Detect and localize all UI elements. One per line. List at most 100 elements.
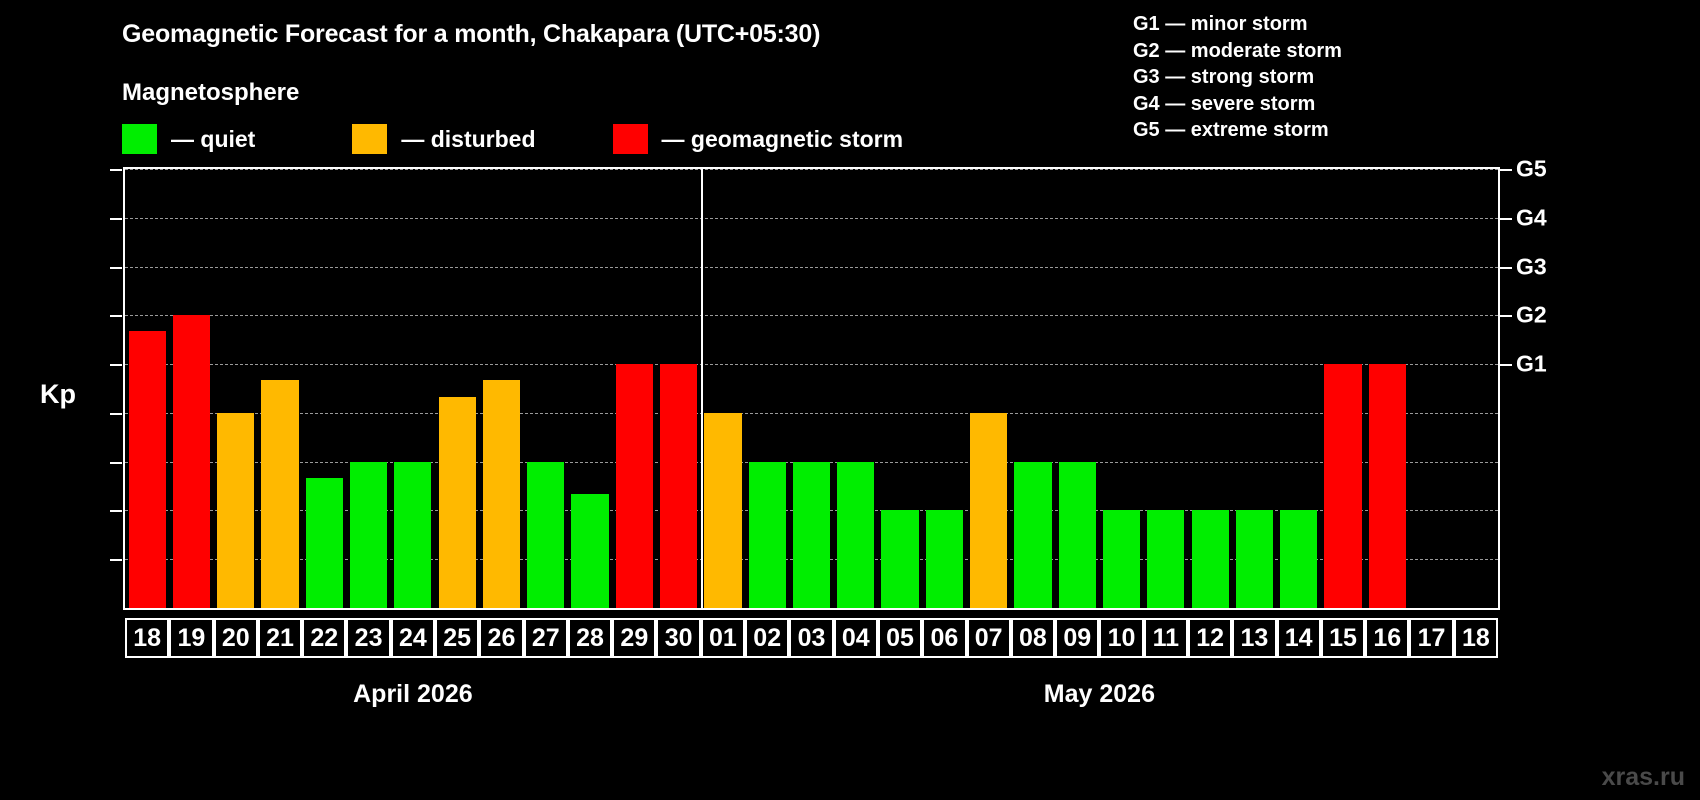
month-label-0: April 2026 [353, 680, 473, 708]
bar-day-08[interactable] [1014, 461, 1052, 608]
gridline-kp-7 [125, 266, 1498, 268]
legend-entry-disturbed: — disturbed [352, 124, 536, 154]
g-tick-mark-g3 [1500, 266, 1512, 269]
day-box-18[interactable]: 18 [1453, 618, 1498, 658]
bar-day-14[interactable] [1280, 510, 1318, 608]
bar-day-28[interactable] [571, 494, 609, 608]
day-box-18[interactable]: 18 [125, 618, 170, 658]
bar-day-12[interactable] [1191, 510, 1229, 608]
bar-day-01[interactable] [704, 412, 742, 608]
magnetosphere-heading: Magnetosphere [122, 79, 300, 106]
gridline-kp-4 [125, 412, 1498, 414]
bar-day-20[interactable] [217, 412, 255, 608]
g-tick-mark-g1 [1500, 364, 1512, 367]
legend-label-quiet: — quiet [171, 125, 256, 152]
day-box-23[interactable]: 23 [346, 618, 391, 658]
day-box-27[interactable]: 27 [523, 618, 568, 658]
day-box-24[interactable]: 24 [390, 618, 436, 658]
bar-day-16[interactable] [1368, 364, 1406, 608]
day-box-20[interactable]: 20 [213, 618, 258, 658]
bar-day-02[interactable] [748, 461, 786, 608]
bar-day-21[interactable] [261, 380, 299, 608]
plot-inner [125, 169, 1498, 608]
y-tick-mark-5 [110, 364, 122, 367]
day-box-26[interactable]: 26 [479, 618, 524, 658]
bar-day-07[interactable] [970, 412, 1008, 608]
day-box-12[interactable]: 12 [1187, 618, 1233, 658]
g-scale-row-g5: G5 — extreme storm [1133, 119, 1329, 141]
bar-day-29[interactable] [615, 364, 653, 608]
gridline-kp-9 [125, 169, 1498, 170]
day-box-30[interactable]: 30 [656, 618, 701, 658]
gridline-kp-5 [125, 364, 1498, 366]
bar-day-03[interactable] [792, 461, 831, 608]
day-box-11[interactable]: 11 [1143, 618, 1188, 658]
bar-day-26[interactable] [482, 380, 521, 608]
day-box-01[interactable]: 01 [700, 618, 746, 658]
day-box-19[interactable]: 19 [169, 618, 214, 658]
day-box-28[interactable]: 28 [567, 618, 613, 658]
day-box-04[interactable]: 04 [833, 618, 878, 658]
g-axis-label-g5: G5 [1516, 155, 1547, 182]
day-box-07[interactable]: 07 [966, 618, 1011, 658]
bar-day-10[interactable] [1102, 510, 1141, 608]
day-box-29[interactable]: 29 [612, 618, 657, 658]
g-tick-mark-g4 [1500, 217, 1512, 220]
bar-day-09[interactable] [1058, 461, 1096, 608]
legend-swatch-quiet-icon [122, 124, 157, 154]
bar-day-06[interactable] [925, 510, 963, 608]
y-axis-title: Kp [40, 379, 76, 409]
day-box-25[interactable]: 25 [435, 618, 480, 658]
day-box-16[interactable]: 16 [1365, 618, 1410, 658]
legend-entry-quiet: — quiet [122, 124, 255, 154]
g-axis-label-g3: G3 [1516, 253, 1547, 280]
bar-day-19[interactable] [172, 315, 211, 608]
bar-day-11[interactable] [1147, 510, 1185, 608]
day-box-02[interactable]: 02 [745, 618, 790, 658]
watermark: xras.ru [1601, 763, 1685, 791]
day-box-13[interactable]: 13 [1232, 618, 1277, 658]
day-box-08[interactable]: 08 [1010, 618, 1056, 658]
bar-day-27[interactable] [527, 461, 565, 608]
magnetosphere-legend: — quiet — disturbed — geomagnetic storm [122, 122, 903, 156]
g-axis-label-g1: G1 [1516, 350, 1547, 377]
bar-day-04[interactable] [837, 461, 875, 608]
y-tick-mark-1 [110, 559, 122, 562]
bar-day-22[interactable] [305, 477, 343, 608]
gridline-kp-6 [125, 315, 1498, 317]
day-box-22[interactable]: 22 [302, 618, 347, 658]
day-box-15[interactable]: 15 [1320, 618, 1366, 658]
bar-day-30[interactable] [660, 364, 698, 608]
day-box-06[interactable]: 06 [922, 618, 967, 658]
g-scale-row-g4: G4 — severe storm [1133, 92, 1316, 115]
bar-day-05[interactable] [881, 510, 919, 608]
g-scale-legend: G1 — minor storm G2 — moderate storm G3 … [1133, 11, 1342, 144]
day-box-03[interactable]: 03 [789, 618, 834, 658]
bar-day-13[interactable] [1235, 510, 1273, 608]
bar-day-24[interactable] [394, 461, 432, 608]
g-scale-row-g2: G2 — moderate storm [1133, 39, 1342, 62]
day-box-17[interactable]: 17 [1409, 618, 1454, 658]
g-axis-label-g4: G4 [1516, 204, 1547, 231]
g-tick-mark-g2 [1500, 315, 1512, 318]
g-scale-row-g1: G1 — minor storm [1133, 13, 1308, 35]
bar-day-25[interactable] [438, 396, 476, 608]
y-tick-mark-6 [110, 315, 122, 318]
bars-layer [125, 169, 1498, 608]
day-box-10[interactable]: 10 [1099, 618, 1144, 658]
day-box-14[interactable]: 14 [1276, 618, 1321, 658]
day-box-09[interactable]: 09 [1055, 618, 1100, 658]
y-tick-mark-8 [110, 217, 122, 220]
legend-label-storm: — geomagnetic storm [661, 125, 904, 152]
y-tick-mark-3 [110, 461, 122, 464]
day-box-05[interactable]: 05 [877, 618, 923, 658]
g-axis-label-g2: G2 [1516, 301, 1547, 328]
chart-plot-area [123, 167, 1500, 610]
bar-day-15[interactable] [1324, 364, 1362, 608]
g-scale-row-g3: G3 — strong storm [1133, 66, 1315, 88]
month-label-1: May 2026 [1043, 680, 1155, 708]
bar-day-18[interactable] [128, 331, 166, 608]
day-box-21[interactable]: 21 [257, 618, 303, 658]
bar-day-23[interactable] [349, 461, 388, 608]
y-tick-mark-9 [110, 169, 122, 171]
